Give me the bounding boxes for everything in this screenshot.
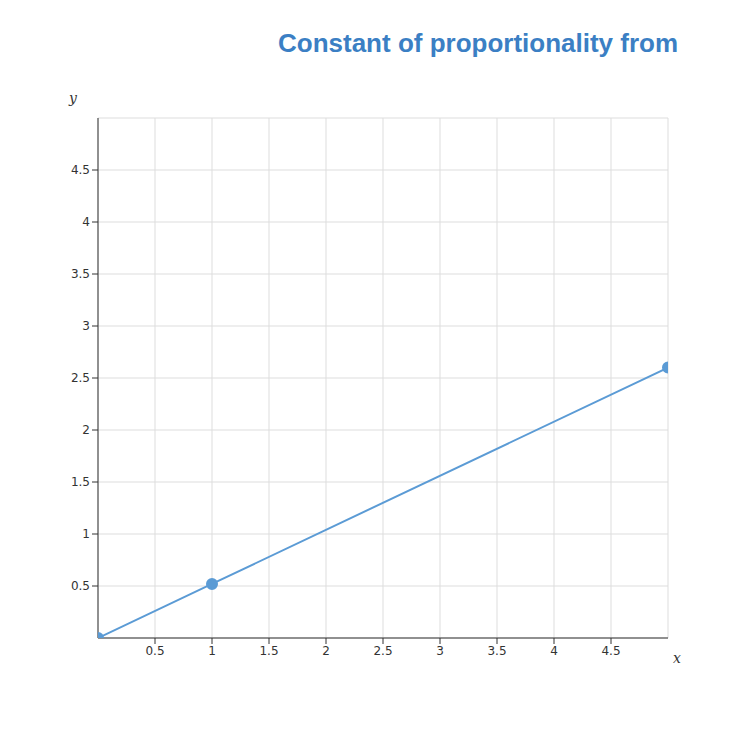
svg-text:4.5: 4.5: [601, 644, 620, 658]
svg-text:1: 1: [208, 644, 216, 658]
svg-text:1.5: 1.5: [71, 475, 90, 489]
svg-text:x: x: [673, 650, 681, 666]
svg-text:0.5: 0.5: [145, 644, 164, 658]
svg-text:1.5: 1.5: [259, 644, 278, 658]
svg-text:4: 4: [82, 215, 90, 229]
svg-text:2: 2: [322, 644, 330, 658]
svg-text:3.5: 3.5: [487, 644, 506, 658]
svg-text:y: y: [68, 90, 78, 106]
svg-text:2.5: 2.5: [71, 371, 90, 385]
svg-text:3: 3: [82, 319, 90, 333]
svg-text:2.5: 2.5: [373, 644, 392, 658]
svg-text:4.5: 4.5: [71, 163, 90, 177]
html-text:Constant of proportionality fr: Constant of proportionality from: [278, 28, 679, 58]
svg-text:1: 1: [82, 527, 90, 541]
svg-text:4: 4: [550, 644, 558, 658]
svg-text:3.5: 3.5: [71, 267, 90, 281]
svg-text:3: 3: [436, 644, 444, 658]
svg-text:2: 2: [82, 423, 90, 437]
svg-text:0.5: 0.5: [71, 579, 90, 593]
